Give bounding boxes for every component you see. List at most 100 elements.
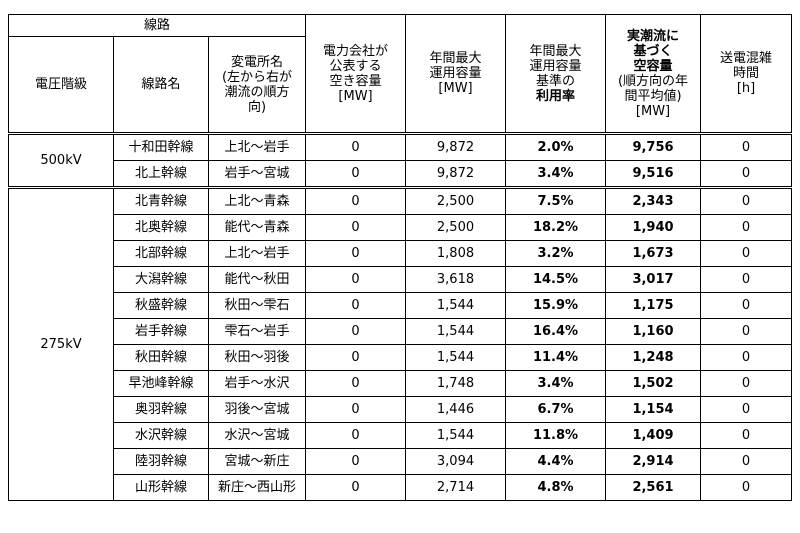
- header-cell: 線路名: [113, 36, 209, 134]
- table-cell: 0: [700, 266, 793, 293]
- table-row: 大潟幹線 能代～秋田 0 3,618 14.5% 3,017 0: [9, 266, 793, 293]
- table-cell: 上北～青森: [207, 186, 307, 215]
- header-line: 公表する: [329, 58, 382, 74]
- table-row: 岩手幹線 雫石～岩手 0 1,544 16.4% 1,160 0: [9, 318, 793, 345]
- header-line: 運用容量: [529, 58, 582, 74]
- header-line: 利用率: [536, 88, 576, 104]
- table-cell: 秋田～雫石: [207, 292, 307, 319]
- table-cell: 1,748: [405, 370, 507, 397]
- table-row: 陸羽幹線 宮城～新庄 0 3,094 4.4% 2,914 0: [9, 448, 793, 475]
- header-line: 電力会社が: [323, 43, 389, 59]
- header-line: 実潮流に: [627, 28, 680, 44]
- table-cell: 岩手～宮城: [207, 160, 307, 188]
- table-cell: 0: [305, 318, 407, 345]
- table-cell: 1,544: [405, 318, 507, 345]
- table-cell: 0: [305, 344, 407, 371]
- table-cell: 上北～岩手: [207, 132, 307, 161]
- table-cell: 0: [700, 448, 793, 475]
- header-line: 運用容量: [429, 66, 482, 81]
- table-cell: 新庄～西山形: [207, 474, 307, 501]
- table-cell: 2.0%: [505, 132, 607, 161]
- table-cell: 北上幹線: [113, 160, 209, 188]
- table-cell: 9,872: [405, 132, 507, 161]
- table-cell: 0: [305, 266, 407, 293]
- voltage-cell: 500kV: [8, 132, 114, 188]
- header-line: [MW]: [338, 88, 373, 104]
- table-cell: 3,094: [405, 448, 507, 475]
- table-cell: 2,914: [605, 448, 702, 475]
- table-cell: 1,940: [605, 214, 702, 241]
- voltage-cell: 275kV: [8, 186, 114, 501]
- table-cell: 北青幹線: [113, 186, 209, 215]
- table-cell: 岩手幹線: [113, 318, 209, 345]
- header-cell: 送電混雑 時間 [h]: [700, 14, 793, 134]
- table-cell: 9,516: [605, 160, 702, 188]
- table-cell: 0: [700, 422, 793, 449]
- table-cell: 1,544: [405, 422, 507, 449]
- table-cell: 能代～青森: [207, 214, 307, 241]
- table-cell: 1,409: [605, 422, 702, 449]
- table-cell: 0: [305, 132, 407, 161]
- table-cell: 1,544: [405, 344, 507, 371]
- table-cell: 0: [700, 396, 793, 423]
- capacity-table: 線路 電力会社が 公表する 空き容量 [MW] 年間最大 運用容量 [MW] 年間最大 運用容量基…: [7, 14, 793, 501]
- table-cell: 0: [700, 318, 793, 345]
- table-cell: 十和田幹線: [113, 132, 209, 161]
- table-cell: 15.9%: [505, 292, 607, 319]
- table-cell: 0: [305, 422, 407, 449]
- table-row: 奥羽幹線 羽後～宮城 0 1,446 6.7% 1,154 0: [9, 396, 793, 423]
- header-line: (順方向の年: [617, 73, 689, 89]
- header-line: 基づく: [633, 43, 673, 59]
- table-cell: 雫石～岩手: [207, 318, 307, 345]
- table-cell: 3,017: [605, 266, 702, 293]
- table-cell: 3.4%: [505, 370, 607, 397]
- table-cell: 陸羽幹線: [113, 448, 209, 475]
- header-line: 線路名: [141, 77, 181, 92]
- header-cell: 年間最大 運用容量 基準の 利用率: [505, 14, 607, 134]
- table-cell: 大潟幹線: [113, 266, 209, 293]
- header-line: 潮流の順方: [224, 84, 290, 100]
- table-cell: 水沢～宮城: [207, 422, 307, 449]
- table-row: 秋盛幹線 秋田～雫石 0 1,544 15.9% 1,175 0: [9, 292, 793, 319]
- table-cell: 早池峰幹線: [113, 370, 209, 397]
- header-line: 送電混雑: [720, 51, 773, 66]
- table-cell: 2,561: [605, 474, 702, 501]
- header-line: 年間最大: [429, 51, 482, 66]
- table-cell: 1,446: [405, 396, 507, 423]
- table-cell: 11.8%: [505, 422, 607, 449]
- table-cell: 0: [700, 240, 793, 267]
- header-line: 年間最大: [529, 43, 582, 59]
- table-cell: 北部幹線: [113, 240, 209, 267]
- table-cell: 14.5%: [505, 266, 607, 293]
- table-cell: 6.7%: [505, 396, 607, 423]
- table-cell: 岩手～水沢: [207, 370, 307, 397]
- table-cell: 7.5%: [505, 186, 607, 215]
- header-line: 空き容量: [329, 73, 382, 89]
- header-line: [h]: [736, 81, 756, 96]
- table-row: 500kV 十和田幹線 上北～岩手 0 9,872 2.0% 9,756 0: [8, 132, 793, 188]
- table-cell: 4.8%: [505, 474, 607, 501]
- header-line: 空容量: [633, 58, 673, 74]
- header-line: 向): [247, 99, 267, 115]
- table-cell: 0: [305, 474, 407, 501]
- table-cell: 0: [700, 292, 793, 319]
- table-cell: 1,808: [405, 240, 507, 267]
- table-cell: 0: [305, 214, 407, 241]
- voltage-group: 500kV 十和田幹線 上北～岩手 0 9,872 2.0% 9,756 0 北上幹線 岩手～宮城…: [8, 132, 793, 188]
- table-cell: 0: [700, 370, 793, 397]
- table-cell: 0: [700, 214, 793, 241]
- table-cell: 2,343: [605, 186, 702, 215]
- table-cell: 1,502: [605, 370, 702, 397]
- header-line: 変電所名: [231, 54, 284, 70]
- table-cell: 0: [305, 240, 407, 267]
- table-cell: 山形幹線: [113, 474, 209, 501]
- table-row: 早池峰幹線 岩手～水沢 0 1,748 3.4% 1,502 0: [9, 370, 793, 397]
- table-cell: 3.4%: [505, 160, 607, 188]
- table-cell: 0: [700, 160, 793, 188]
- header-cell: 線路: [7, 14, 307, 37]
- header-line: 電圧階級: [34, 77, 87, 92]
- table-cell: 1,154: [605, 396, 702, 423]
- table-cell: 9,872: [405, 160, 507, 188]
- table-cell: 0: [305, 448, 407, 475]
